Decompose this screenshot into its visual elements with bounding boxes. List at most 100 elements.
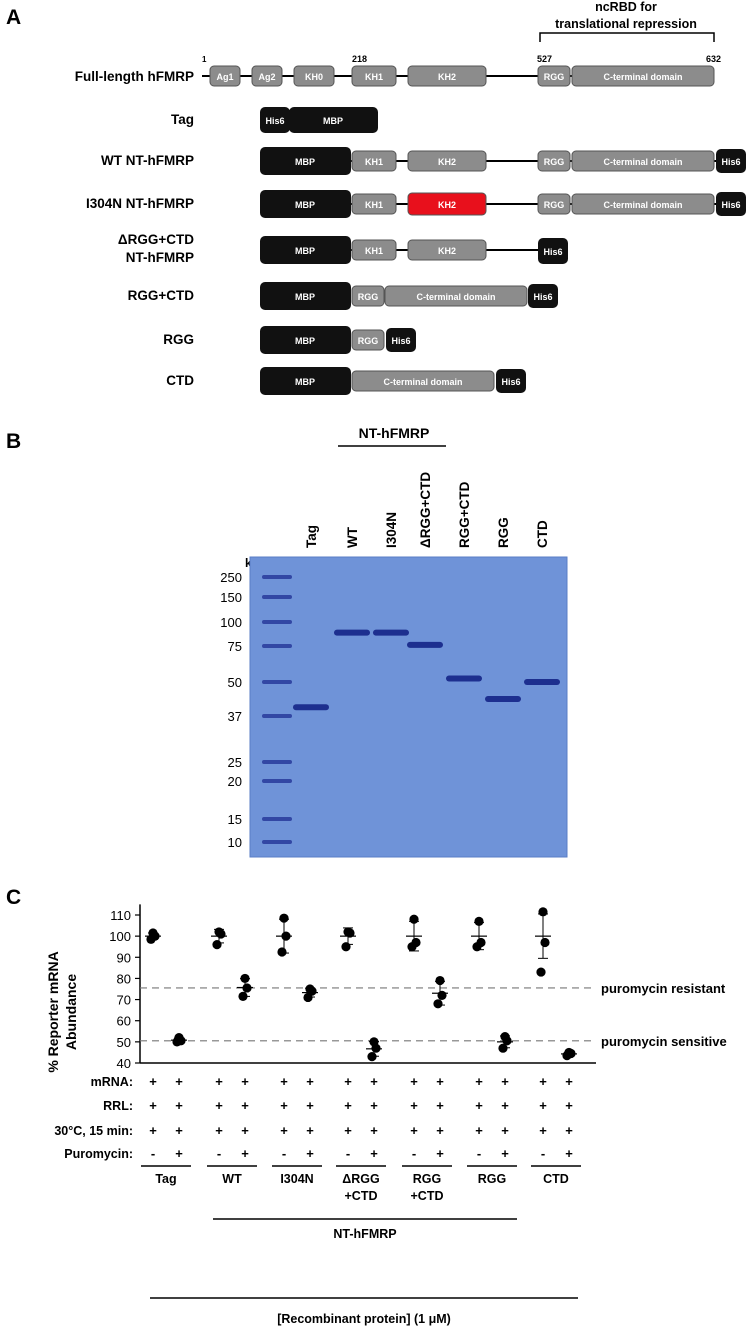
protein-band-3 [407,641,443,648]
protein-label: [Recombinant protein] (1 μM) [277,1312,451,1326]
marker-label-25: 25 [228,755,242,770]
domain-mbp: MBP [260,190,351,218]
data-point-minus-1 [281,931,291,941]
domain-ctd: C-terminal domain [351,370,495,392]
data-point-plus-2 [564,1047,574,1058]
scatter-plot: 40 50 60 70 80 90 100 110 puromycin resistant pur… [109,904,727,1071]
data-point-plus-1 [242,983,252,993]
ladder-band-100 [262,620,292,624]
svg-text:C-terminal domain: C-terminal domain [383,377,462,387]
svg-text:C-terminal domain: C-terminal domain [416,292,495,302]
construct-label: RGG [163,332,194,347]
condition-plus-6: + [565,1074,573,1089]
construct-ctd: CTD MBP C-terminal domain His6 [166,367,526,395]
condition-minus-0: + [149,1123,157,1138]
domain-kh2: KH2 [407,150,487,172]
construct-delta-rgg-ctd: ΔRGG+CTD NT-hFMRP MBP KH1 KH2 His6 [118,232,568,265]
condition-minus-1: + [215,1074,223,1089]
condition-minus-2: - [282,1146,286,1161]
condition-plus-0: + [175,1146,183,1161]
svg-text:KH1: KH1 [365,200,383,210]
group-label-2-0: I304N [280,1172,313,1186]
reference-label-0: puromycin resistant [601,981,726,996]
gel-group-label: NT-hFMRP [359,425,430,441]
y-tick-label-40: 40 [117,1056,131,1071]
marker-label-250: 250 [220,570,242,585]
condition-plus-1: + [241,1098,249,1113]
domain-mbp: MBP [260,236,351,264]
gel-border [249,556,568,858]
domain-rgg: RGG [351,285,385,307]
ncrbd-label-line2: translational repression [555,17,697,31]
condition-label-1: RRL: [103,1099,133,1113]
y-tick-label-90: 90 [117,950,131,965]
condition-plus-2: + [306,1146,314,1161]
marker-labels: 250 150 100 75 50 37 25 20 15 10 [220,570,242,850]
svg-text:KH1: KH1 [365,246,383,256]
svg-text:His6: His6 [721,200,740,210]
condition-plus-4: + [436,1146,444,1161]
group-label-0-0: Tag [155,1172,176,1186]
panel-b-letter: B [6,430,21,453]
condition-plus-0: + [175,1123,183,1138]
protein-band-1 [334,629,370,636]
gel-bands [262,575,560,844]
data-point-plus-2 [435,975,445,986]
marker-label-150: 150 [220,590,242,605]
svg-text:RGG: RGG [544,72,565,82]
data-point-plus-2 [500,1031,510,1042]
marker-label-20: 20 [228,774,242,789]
svg-text:His6: His6 [543,247,562,257]
marker-label-50: 50 [228,675,242,690]
condition-minus-5: + [475,1123,483,1138]
ncrbd-bracket [539,32,715,42]
data-point-plus-0 [498,1043,508,1053]
condition-minus-2: + [280,1098,288,1113]
protein-band-4 [446,675,482,682]
svg-text:MBP: MBP [295,336,315,346]
group-label-3-0: ΔRGG [342,1172,379,1186]
condition-plus-0: + [175,1074,183,1089]
construct-label-line1: ΔRGG+CTD [118,232,194,247]
domain-kh2-mutant: KH2 [407,192,487,216]
marker-label-75: 75 [228,639,242,654]
ladder-band-20 [262,779,292,783]
svg-text:MBP: MBP [295,157,315,167]
ncrbd-label-line1: ncRBD for [595,0,657,14]
ladder-band-10 [262,840,292,844]
condition-minus-4: + [410,1123,418,1138]
data-point-minus-0 [277,947,287,957]
lane-label-6: CTD [535,520,550,548]
data-point-minus-2 [148,928,158,938]
protein-band-2 [373,629,409,636]
group-6 [535,907,577,1061]
svg-text:RGG: RGG [544,157,565,167]
domain-kh1: KH1 [351,193,397,215]
condition-plus-5: + [501,1146,509,1161]
condition-minus-6: + [539,1074,547,1089]
domain-kh0: KH0 [293,65,335,87]
svg-text:MBP: MBP [295,200,315,210]
domain-his6: His6 [496,369,526,393]
condition-plus-3: + [370,1098,378,1113]
condition-plus-5: + [501,1074,509,1089]
condition-plus-5: + [501,1123,509,1138]
construct-full-length: Full-length hFMRP Ag1 Ag2 KH0 KH1 KH2 RG… [75,65,715,87]
svg-text:Ag1: Ag1 [216,72,233,82]
condition-minus-1: - [217,1146,221,1161]
condition-minus-3: + [344,1074,352,1089]
condition-minus-0: + [149,1098,157,1113]
group-0 [145,928,187,1047]
domain-rgg: RGG [351,329,385,351]
lane-label-0: Tag [304,525,319,548]
condition-label-3: Puromycin: [64,1147,133,1161]
nt-hfmrp-label: NT-hFMRP [333,1227,396,1241]
data-point-minus-0 [212,940,222,950]
domain-mbp: MBP [260,367,351,395]
condition-minus-4: - [412,1146,416,1161]
condition-plus-1: + [241,1146,249,1161]
svg-text:MBP: MBP [295,292,315,302]
condition-plus-4: + [436,1074,444,1089]
marker-label-15: 15 [228,812,242,827]
